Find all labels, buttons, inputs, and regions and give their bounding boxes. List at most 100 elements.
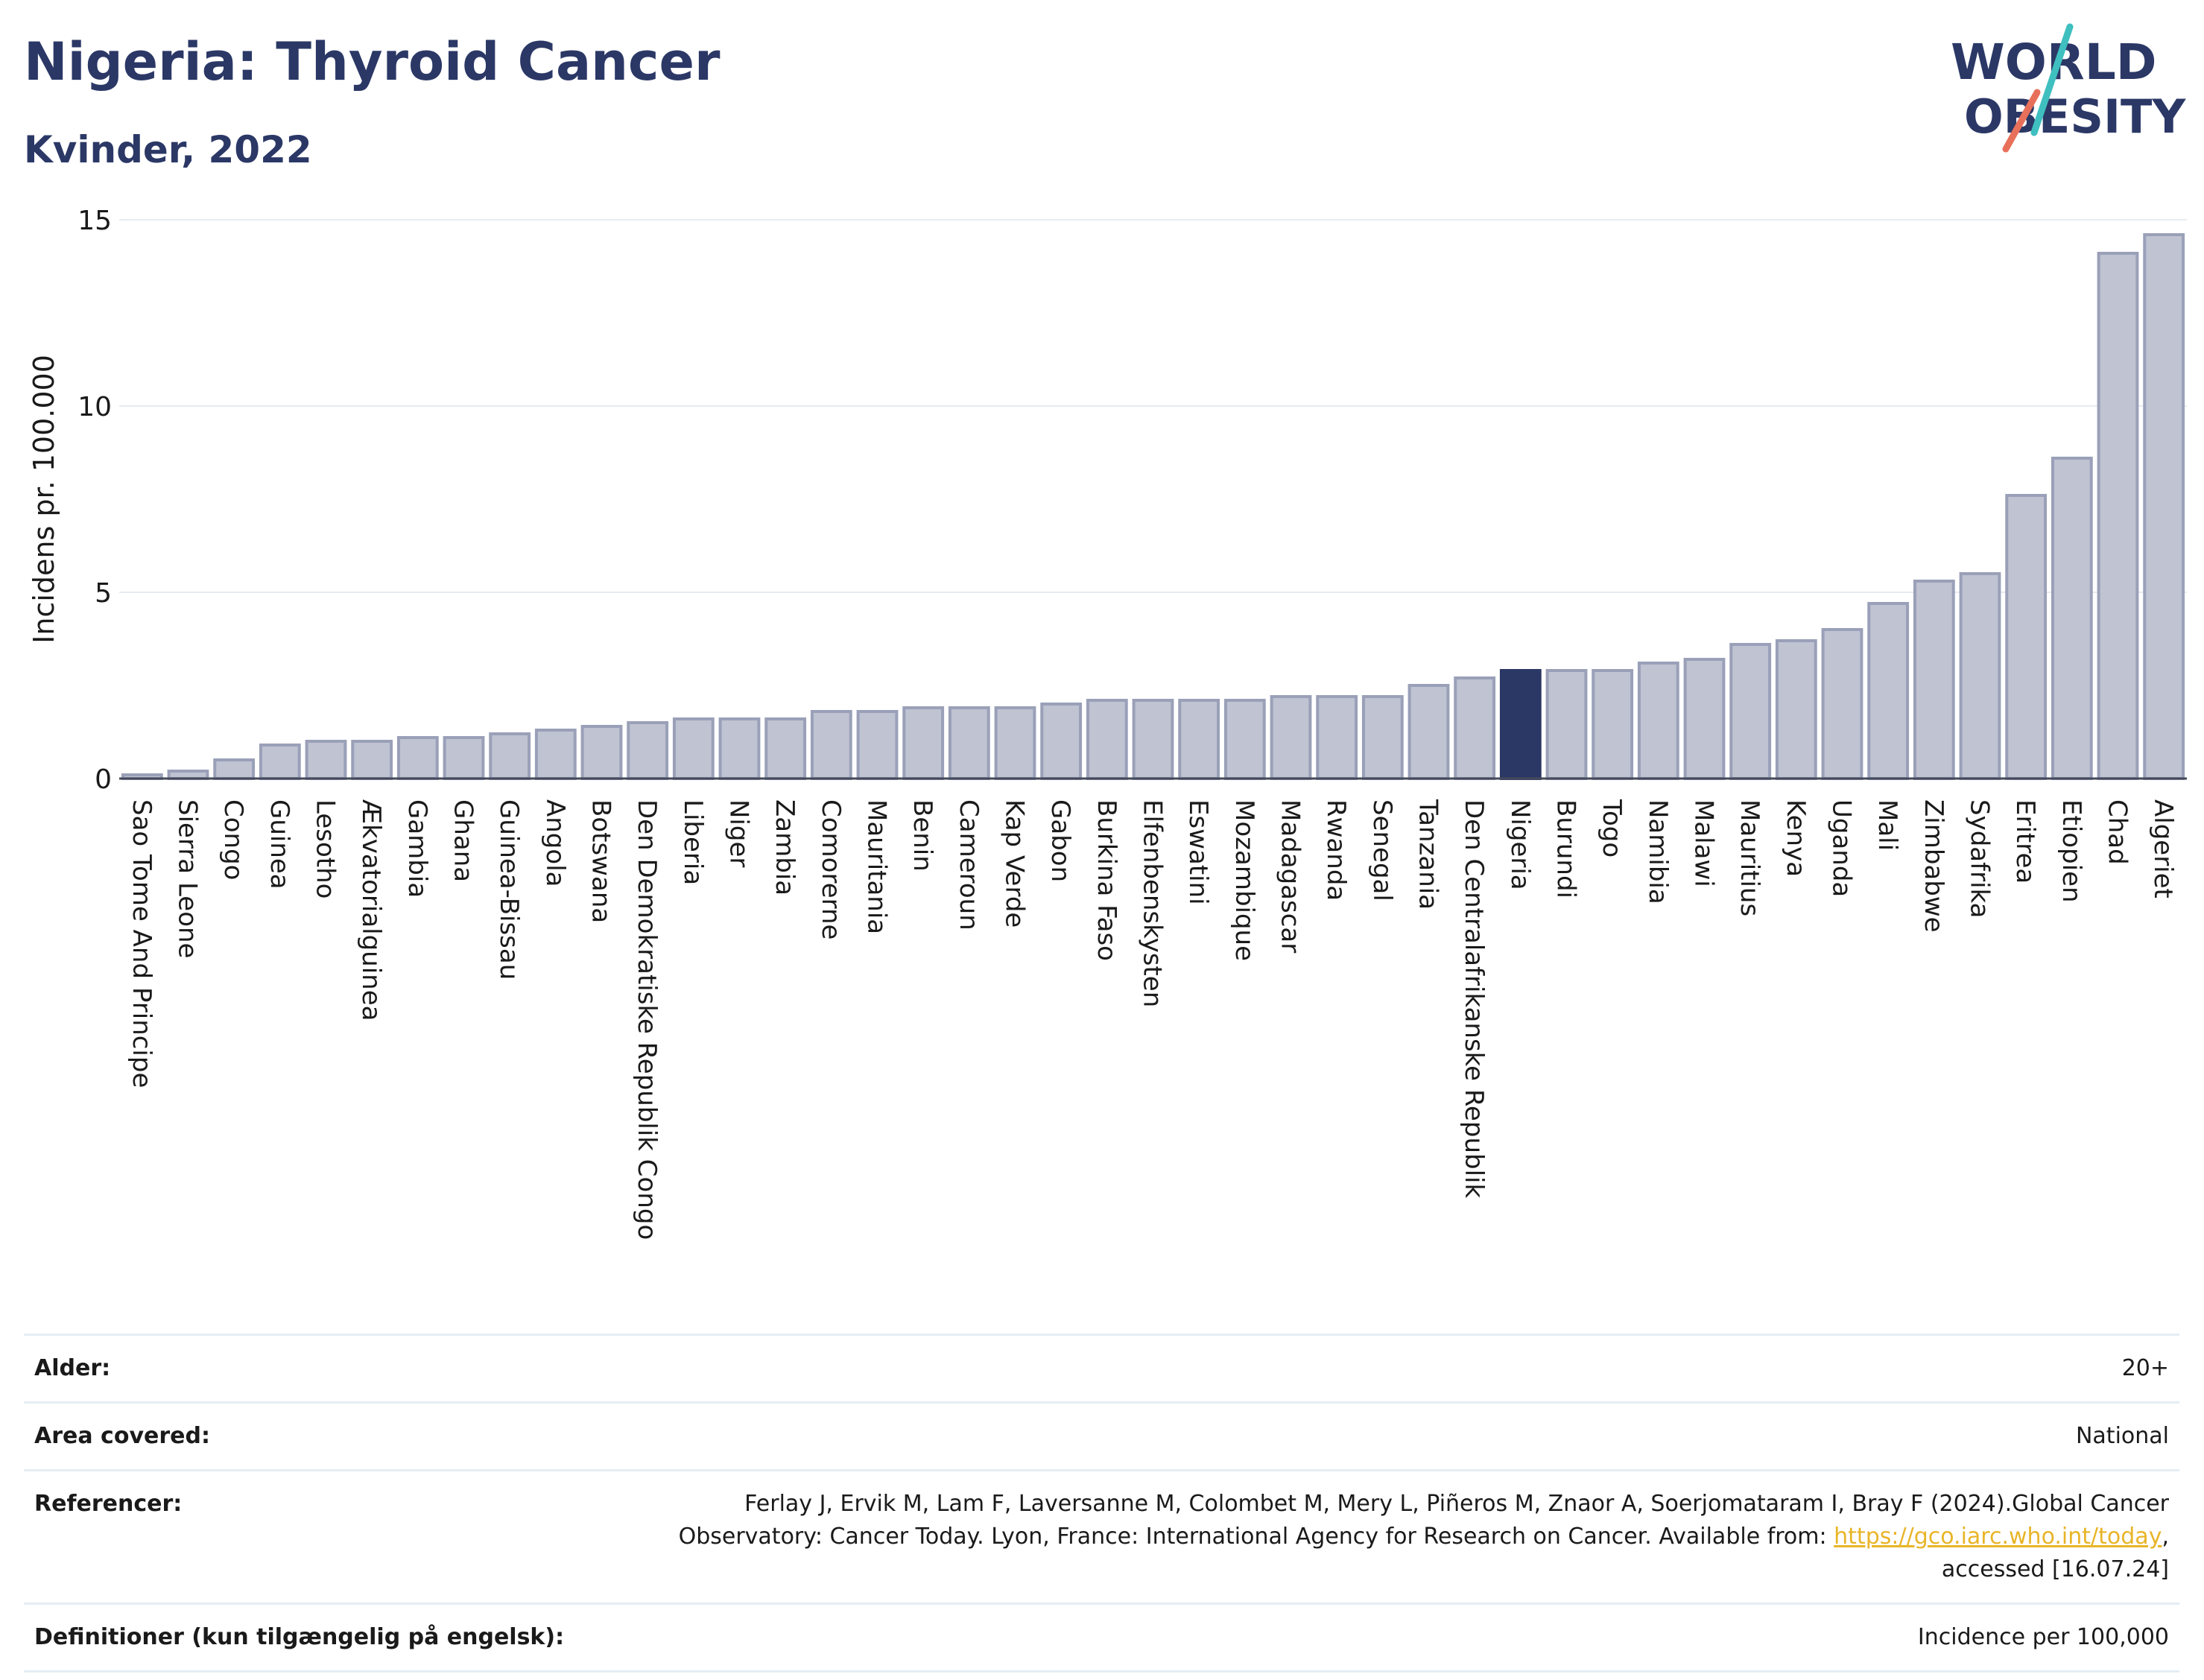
metadata-row: Definitioner (kun tilgængelig på engelsk… — [24, 1603, 2179, 1673]
bar — [1729, 643, 1772, 780]
bar — [2051, 457, 2093, 780]
x-tick-label: Togo — [1597, 799, 1627, 858]
y-tick-label: 10 — [77, 392, 112, 422]
bar — [1316, 695, 1358, 780]
bar — [1361, 695, 1404, 780]
x-tick-label: Sydafrika — [1965, 799, 1995, 918]
bar-chart: 0 5 10 15 Sao Tome And Principe Sierra Leone… — [28, 206, 2187, 1240]
x-tick-label: Sierra Leone — [173, 799, 203, 958]
x-tick-label: Burundi — [1551, 799, 1581, 898]
bar — [351, 740, 393, 780]
metadata-table: Alder: 20+ Area covered: National Referencer… — [24, 1334, 2179, 1673]
bar — [305, 740, 347, 780]
x-tick-label: Guinea-Bissau — [494, 799, 524, 980]
bar — [2097, 252, 2139, 780]
bar — [718, 717, 761, 780]
bar — [396, 736, 439, 780]
bars — [121, 233, 2185, 780]
bar — [948, 706, 990, 780]
x-tick-label: Tanzania — [1413, 799, 1443, 910]
bar — [1683, 658, 1726, 780]
x-tick-label: Kenya — [1781, 799, 1811, 877]
metadata-label: Definitioner (kun tilgængelig på engelsk… — [34, 1624, 565, 1650]
x-tick-label: Ækvatorialguinea — [356, 799, 386, 1021]
chart-title: Nigeria: Thyroid Cancer — [24, 31, 721, 92]
metadata-value-line: Observatory: Cancer Today. Lyon, France:… — [679, 1521, 2169, 1553]
x-tick-label: Congo — [218, 799, 248, 880]
x-tick-label: Ghana — [449, 799, 478, 882]
x-tick-label: Gabon — [1045, 799, 1075, 882]
x-tick-label: Madagascar — [1276, 799, 1305, 953]
bar — [1775, 639, 1817, 780]
metadata-label: Alder: — [34, 1355, 111, 1381]
bar — [627, 721, 669, 780]
bar — [994, 706, 1036, 780]
x-tick-label: Nigeria — [1505, 799, 1535, 890]
metadata-value-line: accessed [16.07.24] — [1941, 1556, 2169, 1582]
x-tick-label: Kap Verde — [1000, 799, 1030, 928]
x-tick-label: Angola — [540, 799, 570, 887]
bar — [1821, 628, 1863, 780]
metadata-value: Ferlay J, Ervik M, Lam F, Laversanne M, … — [679, 1488, 2169, 1586]
bar — [1637, 662, 1679, 780]
bar — [902, 706, 945, 780]
x-tick-label: Benin — [908, 799, 937, 872]
metadata-value-line: National — [2075, 1423, 2169, 1449]
bar — [1913, 580, 1955, 780]
x-tick-label: Elfenbenskysten — [1138, 799, 1168, 1007]
bar — [1592, 669, 1634, 780]
logo-slash-coral — [2002, 89, 2041, 153]
bar — [856, 710, 899, 780]
x-tick-label: Niger — [724, 799, 754, 867]
bar — [764, 717, 807, 780]
bar — [1086, 699, 1128, 780]
x-tick-label: Senegal — [1367, 799, 1397, 901]
bar — [672, 717, 715, 780]
x-tick-label: Burkina Faso — [1092, 799, 1121, 961]
bar — [1959, 572, 2001, 780]
bar — [1132, 699, 1174, 780]
x-tick-label: Eritrea — [2010, 799, 2040, 884]
bar — [2143, 233, 2185, 780]
logo-text-obesity: OBESITY — [1964, 89, 2186, 144]
bar — [1223, 699, 1266, 780]
bar — [534, 729, 577, 780]
metadata-value: 20+ — [2122, 1352, 2169, 1385]
y-tick-label: 0 — [95, 764, 112, 795]
x-tick-label: Chad — [2103, 799, 2132, 865]
x-tick-label: Den Centralafrikanske Republik — [1459, 799, 1489, 1198]
x-tick-label: Cameroun — [954, 799, 984, 931]
bar — [1178, 699, 1220, 780]
x-tick-label: Sao Tome And Principe — [127, 799, 156, 1088]
bar — [213, 758, 256, 780]
bar — [2005, 494, 2048, 780]
x-tick-label: Algeriet — [2148, 799, 2178, 898]
metadata-value: Incidence per 100,000 — [1918, 1621, 2169, 1654]
x-tick-label: Den Demokratiske Republik Congo — [632, 799, 662, 1240]
metadata-value-line: 20+ — [2121, 1355, 2169, 1381]
reference-link[interactable]: https://gco.iarc.who.int/today — [1834, 1524, 2162, 1550]
bar — [1545, 669, 1588, 780]
x-tick-label: Mozambique — [1229, 799, 1259, 961]
x-tick-label: Rwanda — [1321, 799, 1351, 901]
metadata-value-line: Ferlay J, Ervik M, Lam F, Laversanne M, … — [744, 1491, 2169, 1517]
x-tick-label: Zambia — [770, 799, 799, 896]
bar — [1454, 676, 1496, 780]
reference-text: , — [2162, 1524, 2169, 1550]
x-tick-label: Mauritania — [862, 799, 892, 934]
metadata-label: Referencer: — [34, 1491, 183, 1517]
bar — [580, 725, 623, 780]
reference-text: Observatory: Cancer Today. Lyon, France:… — [678, 1524, 1834, 1550]
bar — [489, 732, 531, 780]
world-obesity-logo: WORLD OBESITY — [1951, 23, 2186, 153]
x-tick-label: Gambia — [402, 799, 432, 898]
metadata-value: National — [2076, 1420, 2169, 1453]
x-tick-label: Botswana — [586, 799, 616, 923]
y-tick-label: 15 — [77, 206, 112, 236]
bar — [810, 710, 852, 780]
bar — [1270, 695, 1312, 780]
y-tick-label: 5 — [95, 578, 112, 609]
bar — [1407, 684, 1450, 780]
bar-highlighted — [1499, 669, 1542, 780]
x-tick-label: Eswatini — [1183, 799, 1213, 905]
